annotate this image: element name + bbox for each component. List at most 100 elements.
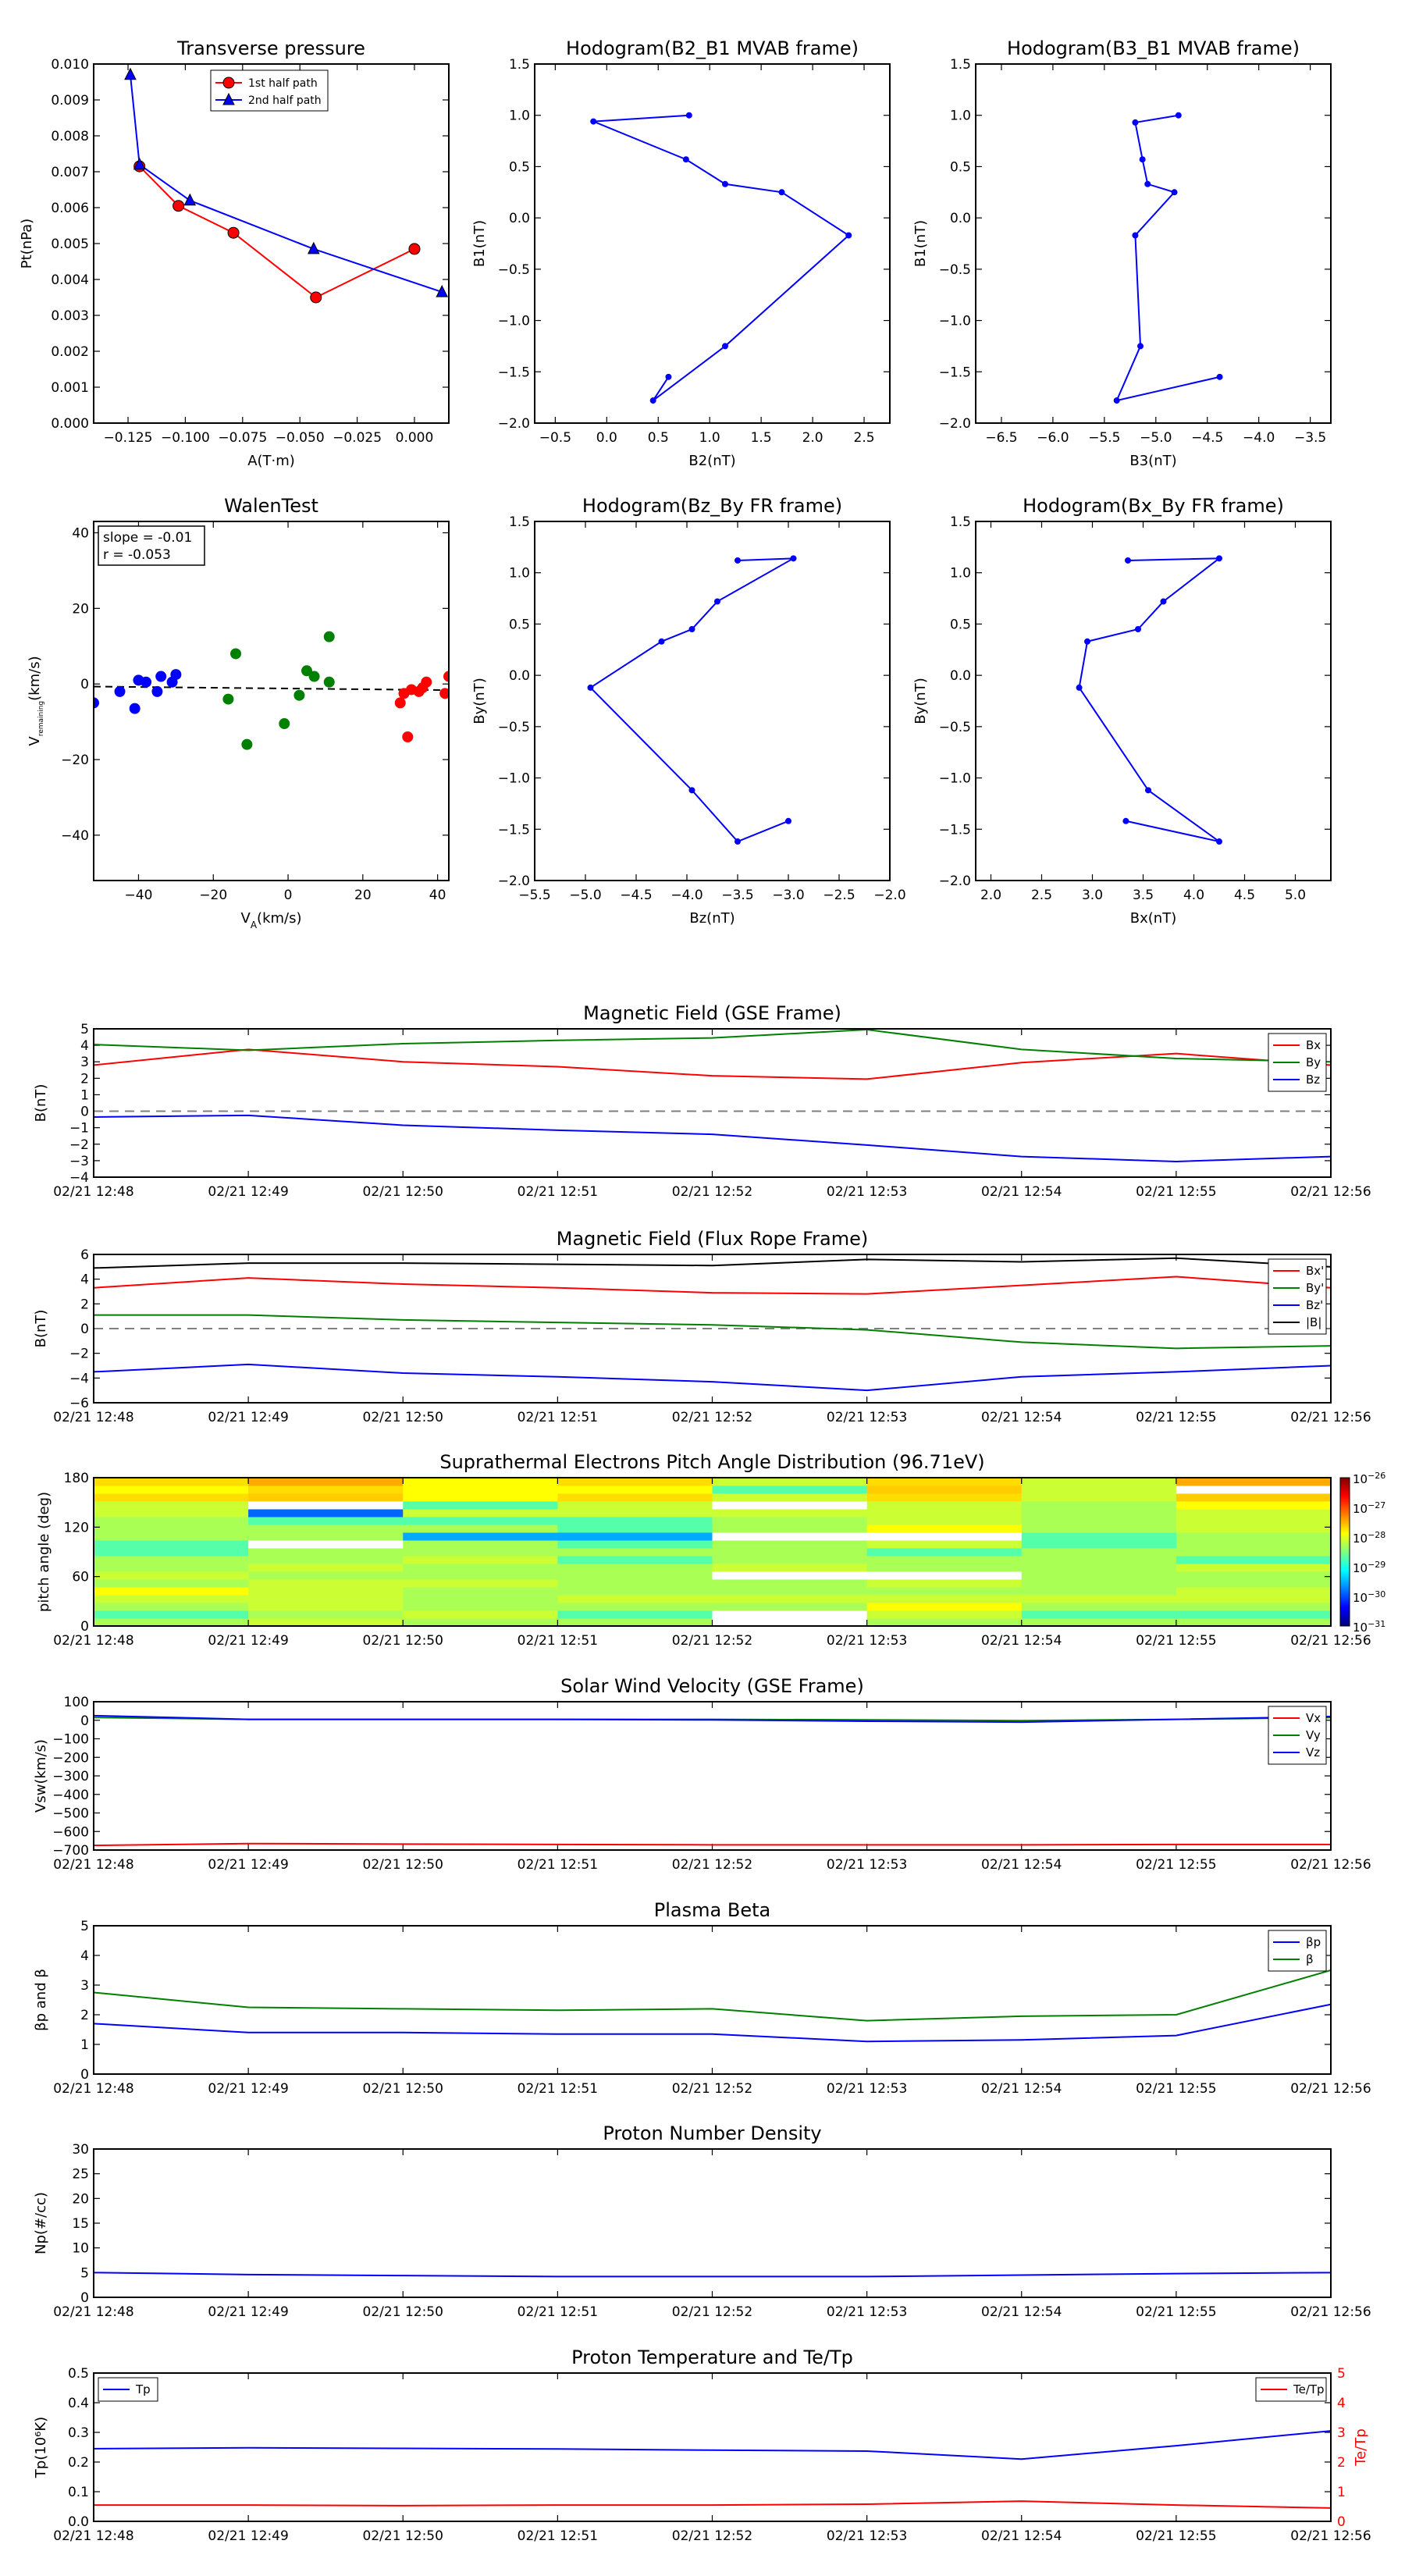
plot-border — [534, 63, 891, 424]
chart-title: Proton Temperature and Te/Tp — [571, 2347, 853, 2368]
heatmap-cell — [712, 1587, 868, 1596]
y-tick-label: 0 — [80, 677, 89, 692]
y-tick-label: 1 — [80, 2037, 89, 2053]
heatmap-cell — [403, 1540, 558, 1549]
x-tick-label: 0.000 — [396, 430, 434, 446]
heatmap-cell — [1021, 1485, 1177, 1494]
data-point — [443, 671, 449, 682]
x-tick-label: −6.0 — [1037, 430, 1069, 446]
time-tick-label: 02/21 12:51 — [518, 2528, 598, 2544]
x-tick-label: −0.100 — [161, 430, 210, 446]
x-tick-label: −4.0 — [670, 888, 702, 903]
data-point — [1132, 232, 1139, 239]
data-point — [307, 241, 320, 254]
heatmap-cell — [403, 1548, 558, 1557]
data-point — [227, 226, 240, 239]
time-tick-label: 02/21 12:50 — [363, 2528, 443, 2544]
time-tick-label: 02/21 12:56 — [1290, 2304, 1371, 2320]
chart-bgse: Magnetic Field (GSE Frame) −4−3−2−10 12345… — [33, 1002, 1371, 1200]
heatmap-cell — [557, 1478, 713, 1486]
heatmap-cell — [866, 1493, 1023, 1502]
x-axis-label: B2(nT) — [688, 453, 735, 469]
y-tick-label: 0 — [80, 1105, 89, 1120]
data-point — [222, 693, 234, 705]
data-point — [173, 200, 185, 212]
data-point — [402, 731, 414, 742]
y-tick-label: −1.5 — [939, 365, 971, 380]
y-tick-label: 0.4 — [68, 2396, 89, 2411]
data-point — [785, 817, 791, 824]
time-tick-label: 02/21 12:51 — [518, 1410, 598, 1425]
x-tick-label: −5.0 — [1140, 430, 1172, 446]
heatmap-cell — [866, 1548, 1023, 1557]
time-tick-label: 02/21 12:56 — [1290, 1857, 1371, 1873]
legend-label: Te/Tp — [1293, 2382, 1325, 2396]
time-tick-label: 02/21 12:49 — [208, 1410, 288, 1425]
heatmap-cell — [403, 1525, 558, 1533]
heatmap-cell — [94, 1501, 249, 1510]
y-axis-label: Vremaining(km/s) — [27, 656, 45, 745]
heatmap-cell — [248, 1501, 404, 1510]
plot-border — [93, 1254, 1332, 1404]
data-point — [1145, 787, 1151, 794]
data-point — [1135, 626, 1141, 632]
time-tick-label: 02/21 12:49 — [208, 2528, 288, 2544]
data-point — [790, 555, 797, 562]
heatmap-cell — [248, 1478, 404, 1486]
time-tick-label: 02/21 12:54 — [981, 1633, 1062, 1649]
data-point — [1137, 343, 1144, 350]
heatmap-cell — [1021, 1595, 1177, 1603]
data-point — [688, 787, 695, 794]
heatmap-cell — [1176, 1571, 1332, 1580]
data-point — [439, 688, 449, 699]
heatmap-cell — [1176, 1493, 1332, 1502]
data-point — [114, 685, 126, 697]
y-tick-label: 5 — [80, 2265, 89, 2281]
heatmap-cell — [1176, 1603, 1332, 1611]
heatmap-cell — [557, 1564, 713, 1572]
heatmap-cell — [1021, 1548, 1177, 1557]
y-tick-label: 1.0 — [509, 566, 530, 582]
y-tick-label: −40 — [61, 828, 89, 844]
data-point — [735, 838, 741, 845]
y-tick-label: −600 — [52, 1824, 89, 1840]
time-tick-label: 02/21 12:50 — [363, 2304, 443, 2320]
heatmap-cell — [1176, 1478, 1332, 1486]
heatmap-cell — [1176, 1540, 1332, 1549]
chart-tp: Proton Temperature and Te/Tp 0.0 0.1 0.2 0.3… — [33, 2347, 1371, 2544]
heatmap-cell — [866, 1595, 1023, 1603]
x-tick-label: 2.0 — [802, 430, 823, 446]
heatmap-cell — [1176, 1525, 1332, 1533]
heatmap-cell — [712, 1540, 868, 1549]
y-tick-label: 0.008 — [51, 129, 89, 144]
y-tick-label: 0.1 — [68, 2485, 89, 2500]
y-tick-label: −100 — [52, 1732, 89, 1748]
heatmap-cell — [1176, 1587, 1332, 1596]
heatmap-cell — [1021, 1540, 1177, 1549]
plot-border — [93, 1701, 1332, 1851]
time-tick-label: 02/21 12:49 — [208, 1184, 288, 1200]
heatmap-cell — [94, 1532, 249, 1541]
y-tick-label: −2.0 — [939, 416, 971, 432]
chart-walen: WalenTest −40 −20 0 20 40 −40 −20 0 20 40 VA(km/s) V… — [27, 495, 450, 930]
y-tick-label: 10 — [72, 2241, 89, 2257]
y-axis-label: By(nT) — [471, 678, 488, 724]
time-tick-label: 02/21 12:54 — [981, 1410, 1062, 1425]
series-line — [138, 165, 415, 299]
y-tick-label: −20 — [61, 753, 89, 768]
heatmap-cell — [712, 1493, 868, 1502]
heatmap-cell — [403, 1595, 558, 1603]
heatmap-cell — [712, 1485, 868, 1494]
series-line — [94, 1842, 1331, 1847]
heatmap-cell — [403, 1587, 558, 1596]
colorbar-label: 10−27 — [1353, 1500, 1385, 1517]
y-tick-label: 1.5 — [950, 57, 971, 73]
x-tick-label: 3.0 — [1082, 888, 1103, 903]
y-tick-label: 1.5 — [509, 514, 530, 530]
y-tick-label: −2.0 — [498, 416, 530, 432]
y-axis-label: Vsw(km/s) — [33, 1739, 49, 1813]
x-tick-label: −0.025 — [333, 430, 382, 446]
series-line — [94, 1363, 1331, 1392]
heatmap-cell — [557, 1610, 713, 1619]
data-point — [310, 291, 322, 304]
